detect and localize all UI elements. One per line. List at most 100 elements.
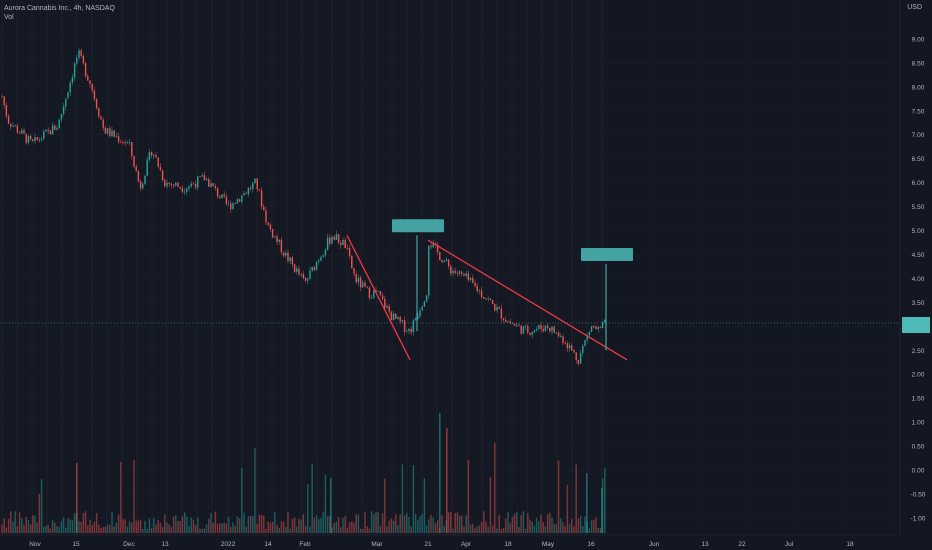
volume-bar [3,518,5,533]
volume-bar [241,467,243,533]
volume-bar [282,521,285,533]
price-tick-label: 5.00 [912,228,925,235]
volume-bar [450,511,452,533]
volume-bar [1,524,3,533]
price-tick-label: 2.50 [912,348,925,355]
candle-body [76,57,78,64]
candle-body [188,186,190,189]
volume-bar [588,528,591,533]
volume-bar [128,520,131,533]
candle-body [335,234,338,240]
volume-bar [49,528,52,533]
volume-bar [78,521,80,533]
volume-bar [582,525,584,533]
candle-body [502,318,505,321]
candle-body [566,343,569,349]
candle-body [304,277,307,281]
time-tick-label: 18 [846,541,854,548]
candle-body [150,152,153,156]
candle-body [238,199,241,202]
candle-body [381,295,384,300]
candle-body [54,125,56,130]
volume-bar [115,522,118,533]
candle-body [309,270,311,279]
candle-body [384,299,386,308]
candle-body [23,130,25,134]
volume-bar [80,521,82,533]
volume-bars [1,413,606,533]
volume-bar [177,520,179,533]
candle-body [192,183,195,185]
volume-bar [84,511,87,533]
volume-bar [170,527,173,533]
candle-body [216,188,219,197]
volume-bar [483,511,485,533]
candle-body [571,345,573,351]
candle-body [126,142,129,144]
volume-bar [478,525,481,533]
candle-body [395,313,397,319]
volume-bar [254,448,256,533]
volume-bar [379,525,382,533]
candle-body [177,182,179,187]
candle-body [417,316,419,319]
candle-body [179,186,181,189]
volume-bar [82,513,85,533]
volume-bar [14,511,16,533]
volume-bar [263,515,265,533]
volume-bar [302,514,305,533]
volume-bar [223,522,225,533]
volume-bar [461,515,463,533]
candle-body [331,236,333,244]
candle-body [388,306,390,312]
candle-body [181,188,184,192]
volume-bar [247,516,250,533]
price-tick-label: 1.00 [912,420,925,427]
candle-body [106,128,109,134]
trend-drawings[interactable] [346,219,633,361]
candle-body [7,116,10,124]
volume-bar [403,515,406,533]
price-tick-label: 0.00 [912,468,925,475]
candle-body [18,132,21,134]
volume-bar [267,521,269,533]
volume-bar [238,518,241,533]
volume-bar [219,523,221,533]
candle-body [194,183,197,188]
candle-body [133,155,135,167]
volume-bar [16,526,19,533]
volume-bar [505,518,507,533]
volume-bar [524,528,527,533]
time-tick-label: 13 [161,541,169,548]
candle-body [458,271,461,274]
volume-bar [29,524,32,533]
candle-body [342,239,344,246]
volume-bar [575,464,577,533]
trendline [346,234,411,361]
candle-body [109,128,111,137]
volume-bar [159,522,162,533]
volume-bar [351,521,353,533]
candle-body [423,301,426,307]
volume-bar [216,523,219,533]
volume-bar [18,512,21,533]
candle-body [208,179,210,187]
candle-body [274,236,276,238]
volume-bar [252,515,254,533]
candle-body [432,243,434,248]
candle-body [82,55,85,64]
candle-body [51,125,54,135]
candle-body [412,319,415,333]
volume-bar [502,527,505,533]
candle-body [214,185,217,189]
candle-body [95,99,98,108]
time-tick-label: Apr [461,541,472,548]
volume-bar [366,526,368,533]
price-tick-label: 9.00 [912,36,925,43]
candle-body [564,343,566,344]
candle-body [351,255,353,269]
volume-bar [51,520,54,533]
currency-unit: USD [907,4,922,11]
volume-bar [221,523,223,533]
